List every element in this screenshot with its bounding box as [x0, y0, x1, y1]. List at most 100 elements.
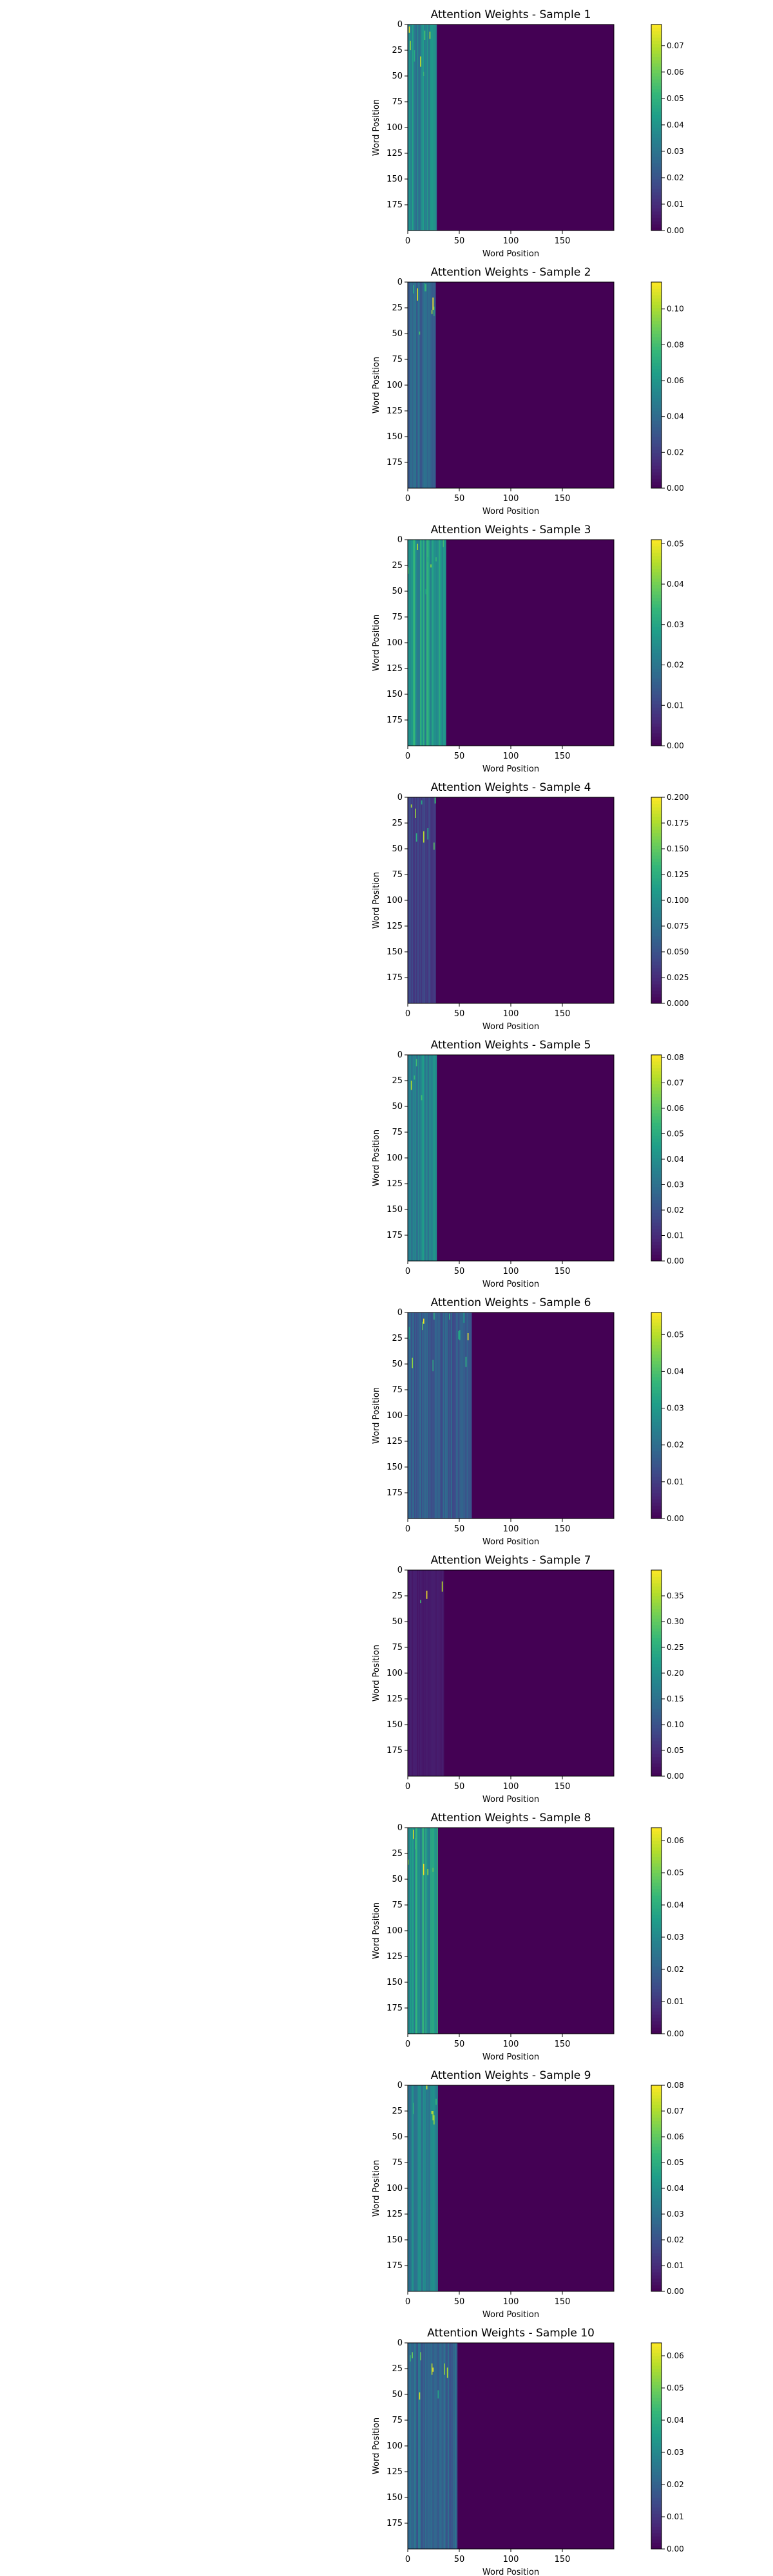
- colorbar-segment: [651, 1689, 662, 1693]
- heatmap-highlight: [434, 1312, 435, 1320]
- heatmap-column: [423, 797, 425, 1003]
- colorbar-segment: [651, 636, 662, 640]
- colorbar-segment: [651, 2111, 662, 2115]
- colorbar-segment: [651, 1963, 662, 1967]
- heatmap-column: [423, 282, 425, 488]
- colorbar-segment: [651, 691, 662, 695]
- heatmap-column: [423, 24, 425, 231]
- colorbar-segment: [651, 1490, 662, 1493]
- heatmap-column: [415, 1312, 417, 1519]
- heatmap-column: [439, 540, 440, 746]
- heatmap-column: [434, 540, 436, 746]
- heatmap-column: [427, 540, 429, 746]
- colorbar-segment: [651, 2468, 662, 2472]
- heatmap-column: [422, 282, 424, 488]
- colorbar-segment: [651, 1171, 662, 1175]
- attention-heatmap-8: Attention Weights - Sample 8 0 50 100 150 Wor…: [372, 1812, 684, 2061]
- colorbar-segment: [651, 459, 662, 463]
- heatmap-column: [410, 540, 412, 746]
- colorbar-segment: [651, 24, 662, 28]
- colorbar-segment: [651, 2259, 662, 2263]
- heatmap-column: [431, 24, 433, 231]
- colorbar-segment: [651, 649, 662, 653]
- colorbar-segment: [651, 475, 662, 479]
- colorbar-segment: [651, 440, 662, 444]
- heatmap-column: [410, 797, 412, 1003]
- colorbar-segment: [651, 665, 662, 669]
- y-tick-label: 50: [392, 2390, 403, 2400]
- colorbar-segment: [651, 1934, 662, 1938]
- colorbar-segment: [651, 353, 662, 357]
- colorbar-segment: [651, 2494, 662, 2498]
- attention-heatmap-2: Attention Weights - Sample 2 0 50 100 150 Wor…: [372, 266, 684, 515]
- heatmap-column: [434, 1055, 436, 1261]
- attention-heatmap-1: Attention Weights - Sample 1 0 50 100 150 Wor…: [372, 8, 684, 258]
- colorbar-segment: [651, 2530, 662, 2533]
- colorbar-segment: [651, 707, 662, 711]
- heatmap-column: [430, 1828, 432, 2034]
- heatmap-column: [441, 1570, 443, 1776]
- colorbar-segment: [651, 1731, 662, 1735]
- colorbar-segment: [651, 99, 662, 102]
- colorbar-segment: [651, 1119, 662, 1123]
- colorbar-segment: [651, 681, 662, 685]
- colorbar-segment: [651, 743, 662, 746]
- heatmap-column: [414, 24, 415, 231]
- heatmap-column: [415, 540, 417, 746]
- colorbar-segment: [651, 388, 662, 392]
- heatmap-column: [419, 1055, 421, 1261]
- heatmap-column: [415, 2085, 417, 2291]
- colorbar-segment: [651, 2130, 662, 2134]
- heatmap-column: [422, 797, 424, 1003]
- colorbar-segment: [651, 1876, 662, 1880]
- y-tick-label: 150: [386, 690, 403, 699]
- heatmap-column: [435, 1312, 437, 1519]
- y-tick-label: 125: [386, 922, 403, 931]
- colorbar-segment: [651, 1312, 662, 1316]
- colorbar-segment: [651, 939, 662, 943]
- colorbar-tick-label: 0.00: [667, 1772, 684, 1781]
- heatmap-column: [444, 540, 445, 746]
- colorbar-segment: [651, 2221, 662, 2224]
- y-tick-label: 25: [392, 46, 403, 55]
- colorbar-segment: [651, 1393, 662, 1397]
- colorbar-segment: [651, 1506, 662, 1510]
- x-axis-label: Word Position: [482, 1537, 539, 1546]
- colorbar-segment: [651, 875, 662, 878]
- heatmap-column: [425, 2343, 427, 2549]
- colorbar-segment: [651, 945, 662, 949]
- colorbar-segment: [651, 169, 662, 173]
- heatmap-column: [430, 24, 432, 231]
- heatmap-column: [410, 1570, 412, 1776]
- y-tick-label: 25: [392, 303, 403, 313]
- y-tick-label: 125: [386, 149, 403, 158]
- y-tick-label: 50: [392, 844, 403, 854]
- heatmap-column: [425, 1828, 427, 2034]
- colorbar-segment: [651, 2146, 662, 2150]
- heatmap-column: [431, 2085, 433, 2291]
- heatmap-column: [443, 540, 444, 746]
- colorbar-tick-label: 0.06: [667, 68, 684, 77]
- colorbar-segment: [651, 334, 662, 337]
- colorbar-segment: [651, 2472, 662, 2476]
- colorbar-segment: [651, 1110, 662, 1113]
- colorbar-tick-label: 0.01: [667, 2261, 684, 2270]
- colorbar-segment: [651, 601, 662, 605]
- colorbar-segment: [651, 630, 662, 634]
- heatmap-column: [419, 282, 421, 488]
- y-tick-label: 150: [386, 2493, 403, 2503]
- chart-title: Attention Weights - Sample 5: [431, 1039, 591, 1052]
- heatmap-column: [412, 24, 414, 231]
- colorbar-segment: [651, 446, 662, 450]
- colorbar-segment: [651, 1174, 662, 1178]
- colorbar-segment: [651, 1161, 662, 1165]
- colorbar-segment: [651, 1425, 662, 1429]
- colorbar-segment: [651, 1660, 662, 1664]
- heatmap-highlight: [413, 1830, 414, 1839]
- colorbar-segment: [651, 1960, 662, 1964]
- heatmap-highlight: [432, 1359, 434, 1372]
- colorbar-tick-label: 0.150: [667, 844, 689, 853]
- y-tick-label: 75: [392, 870, 403, 880]
- heatmap-column: [423, 1570, 425, 1776]
- colorbar-segment: [651, 1470, 662, 1474]
